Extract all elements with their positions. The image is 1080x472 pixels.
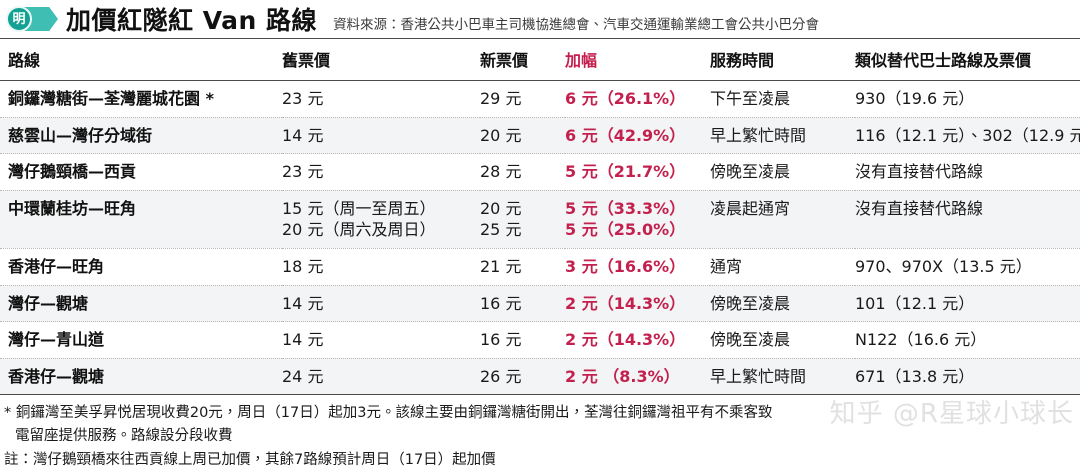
fare-table: 路線 舊票價 新票價 加幅 服務時間 類似替代巴士路線及票價 銅鑼灣糖街—荃灣麗… bbox=[0, 38, 1080, 396]
column-header-old-fare: 舊票價 bbox=[282, 38, 480, 81]
footnote-asterisk: * 銅鑼灣至美孚昇悦居現收費20元，周日（17日）起加3元。該線主要由銅鑼灣糖街… bbox=[4, 402, 1074, 447]
cell-old-fare-line2: 20 元（周六及周日） bbox=[282, 220, 436, 240]
cell-old-fare: 23 元 bbox=[282, 153, 480, 191]
cell-old-fare: 14 元 bbox=[282, 321, 480, 359]
cell-new-fare: 16 元 bbox=[480, 285, 565, 323]
cell-service-time: 早上繁忙時間 bbox=[710, 117, 855, 155]
cell-new-fare: 29 元 bbox=[480, 80, 565, 118]
cell-alternative: 沒有直接替代路線 bbox=[855, 153, 1080, 191]
cell-new-fare: 16 元 bbox=[480, 321, 565, 359]
cell-new-fare: 20 元 bbox=[480, 117, 565, 155]
cell-increase: 5 元（33.3%） 5 元（25.0%） bbox=[565, 190, 710, 249]
table-row: 慈雲山—灣仔分域街 14 元 20 元 6 元（42.9%） 早上繁忙時間 11… bbox=[0, 117, 1080, 155]
mingpao-logo: 明 bbox=[4, 4, 58, 34]
table-header: 路線 舊票價 新票價 加幅 服務時間 類似替代巴士路線及票價 bbox=[0, 38, 1080, 81]
table-row: 香港仔—觀塘 24 元 26 元 2 元 （8.3%） 早上繁忙時間 671（1… bbox=[0, 358, 1080, 396]
cell-new-fare: 20 元 25 元 bbox=[480, 190, 565, 249]
cell-route: 慈雲山—灣仔分域街 bbox=[0, 117, 282, 155]
table-row: 灣仔鵝頸橋—西貢 23 元 28 元 5 元（21.7%） 傍晚至凌晨 沒有直接… bbox=[0, 153, 1080, 191]
source-note: 資料來源：香港公共小巴車主司機協進總會、汽車交通運輸業總工會公共小巴分會 bbox=[333, 17, 820, 33]
cell-alternative: 970、970X（13.5 元） bbox=[855, 248, 1080, 286]
cell-old-fare: 24 元 bbox=[282, 358, 480, 396]
cell-route: 香港仔—旺角 bbox=[0, 248, 282, 286]
table-body: 銅鑼灣糖街—荃灣麗城花園 * 23 元 29 元 6 元（26.1%） 下午至凌… bbox=[0, 80, 1080, 396]
cell-increase: 6 元（26.1%） bbox=[565, 80, 710, 118]
cell-alternative: 116（12.1 元）、302（12.9 元） bbox=[855, 117, 1080, 155]
cell-new-fare: 21 元 bbox=[480, 248, 565, 286]
cell-increase: 6 元（42.9%） bbox=[565, 117, 710, 155]
column-header-alternative: 類似替代巴士路線及票價 bbox=[855, 38, 1080, 81]
logo-disc-icon: 明 bbox=[6, 6, 32, 32]
page-title: 加價紅隧紅 Van 路線 bbox=[66, 6, 318, 35]
table-row: 灣仔—觀塘 14 元 16 元 2 元（14.3%） 傍晚至凌晨 101（12.… bbox=[0, 285, 1080, 323]
cell-route: 中環蘭桂坊—旺角 bbox=[0, 190, 282, 249]
footnote-asterisk-main: * 銅鑼灣至美孚昇悦居現收費20元，周日（17日）起加3元。該線主要由銅鑼灣糖街… bbox=[4, 405, 773, 422]
cell-alternative: 101（12.1 元） bbox=[855, 285, 1080, 323]
cell-alternative: 671（13.8 元） bbox=[855, 358, 1080, 396]
cell-increase-line1: 5 元（33.3%） bbox=[565, 198, 686, 218]
cell-new-fare-line2: 25 元 bbox=[480, 220, 522, 240]
cell-old-fare: 23 元 bbox=[282, 80, 480, 118]
cell-old-fare: 15 元（周一至周五） 20 元（周六及周日） bbox=[282, 190, 480, 249]
cell-alternative: 930（19.6 元） bbox=[855, 80, 1080, 118]
column-header-increase: 加幅 bbox=[565, 38, 710, 81]
cell-service-time: 傍晚至凌晨 bbox=[710, 285, 855, 323]
cell-route: 灣仔—青山道 bbox=[0, 321, 282, 359]
table-header-row: 路線 舊票價 新票價 加幅 服務時間 類似替代巴士路線及票價 bbox=[0, 38, 1080, 81]
table-row: 中環蘭桂坊—旺角 15 元（周一至周五） 20 元（周六及周日） 20 元 25… bbox=[0, 190, 1080, 249]
cell-service-time: 早上繁忙時間 bbox=[710, 358, 855, 396]
cell-old-fare: 18 元 bbox=[282, 248, 480, 286]
footnote-note: 註：灣仔鵝頸橋來往西貢線上周已加價，其餘7路線預計周日（17日）起加價 bbox=[4, 452, 496, 469]
cell-alternative: N122（16.6 元） bbox=[855, 321, 1080, 359]
cell-old-fare: 14 元 bbox=[282, 117, 480, 155]
cell-service-time: 傍晚至凌晨 bbox=[710, 153, 855, 191]
cell-service-time: 通宵 bbox=[710, 248, 855, 286]
cell-route: 灣仔—觀塘 bbox=[0, 285, 282, 323]
cell-increase: 2 元（14.3%） bbox=[565, 285, 710, 323]
cell-new-fare-line1: 20 元 bbox=[480, 198, 522, 218]
cell-service-time: 凌晨起通宵 bbox=[710, 190, 855, 249]
cell-increase: 2 元 （8.3%） bbox=[565, 358, 710, 396]
table-row: 銅鑼灣糖街—荃灣麗城花園 * 23 元 29 元 6 元（26.1%） 下午至凌… bbox=[0, 80, 1080, 118]
cell-route: 香港仔—觀塘 bbox=[0, 358, 282, 396]
table-row: 香港仔—旺角 18 元 21 元 3 元（16.6%） 通宵 970、970X（… bbox=[0, 248, 1080, 286]
column-header-service-time: 服務時間 bbox=[710, 38, 855, 81]
cell-increase: 3 元（16.6%） bbox=[565, 248, 710, 286]
cell-service-time: 下午至凌晨 bbox=[710, 80, 855, 118]
cell-route: 灣仔鵝頸橋—西貢 bbox=[0, 153, 282, 191]
footnote-asterisk-continued: 電留座提供服務。路線設分段收費 bbox=[15, 427, 233, 444]
cell-old-fare: 14 元 bbox=[282, 285, 480, 323]
cell-new-fare: 26 元 bbox=[480, 358, 565, 396]
cell-service-time: 傍晚至凌晨 bbox=[710, 321, 855, 359]
footnotes: * 銅鑼灣至美孚昇悦居現收費20元，周日（17日）起加3元。該線主要由銅鑼灣糖街… bbox=[0, 395, 1080, 471]
cell-alternative: 沒有直接替代路線 bbox=[855, 190, 1080, 249]
column-header-new-fare: 新票價 bbox=[480, 38, 565, 81]
column-header-route: 路線 bbox=[0, 38, 282, 81]
cell-increase: 2 元（14.3%） bbox=[565, 321, 710, 359]
cell-increase: 5 元（21.7%） bbox=[565, 153, 710, 191]
cell-old-fare-line1: 15 元（周一至周五） bbox=[282, 198, 436, 218]
header: 明 加價紅隧紅 Van 路線 資料來源：香港公共小巴車主司機協進總會、汽車交通運… bbox=[0, 0, 1080, 38]
cell-route: 銅鑼灣糖街—荃灣麗城花園 * bbox=[0, 80, 282, 118]
cell-new-fare: 28 元 bbox=[480, 153, 565, 191]
table-row: 灣仔—青山道 14 元 16 元 2 元（14.3%） 傍晚至凌晨 N122（1… bbox=[0, 321, 1080, 359]
cell-increase-line2: 5 元（25.0%） bbox=[565, 220, 686, 240]
